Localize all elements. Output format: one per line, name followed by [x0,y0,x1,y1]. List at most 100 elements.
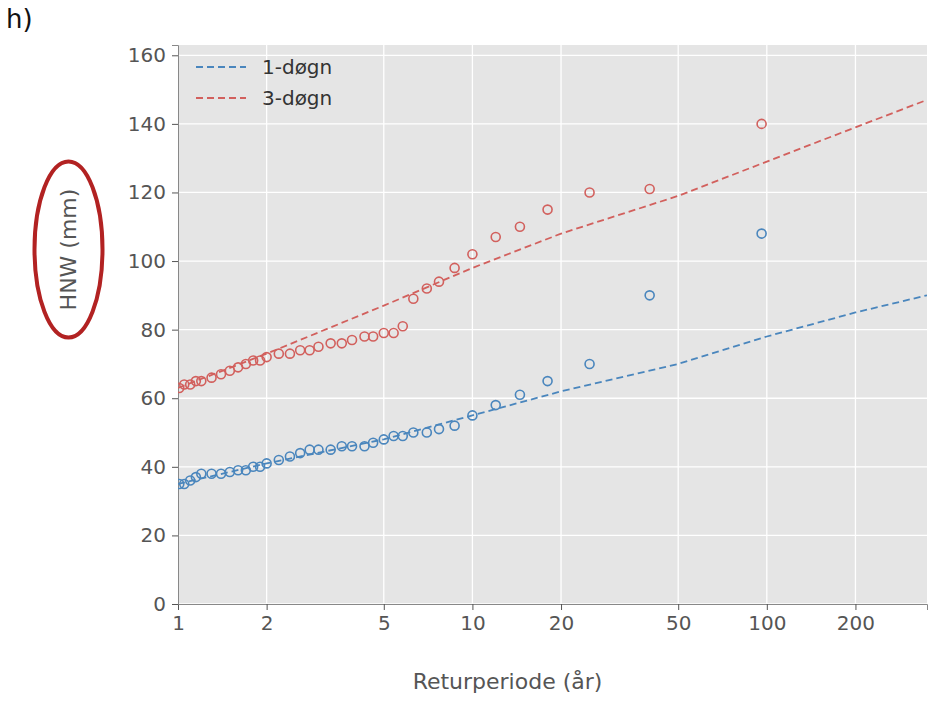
x-tick-label: 50 [666,611,691,635]
data-point [515,222,524,231]
y-tick-label: 20 [141,523,166,547]
grid-line-x [855,45,856,604]
x-tick: 200 [837,604,875,635]
y-tick: 20 [141,523,178,547]
x-tick-label: 200 [837,611,875,635]
data-point [450,263,459,272]
data-point [422,428,431,437]
y-tick-label: 60 [141,386,166,410]
data-point [207,469,216,478]
data-point [337,442,346,451]
data-point [369,438,378,447]
data-point [468,250,477,259]
x-tick-label: 100 [748,611,786,635]
highlight-ellipse [35,162,103,338]
y-tick: 120 [128,180,178,204]
grid-line-y [178,123,927,124]
data-point [207,373,216,382]
y-tick-label: 0 [153,592,166,616]
x-axis-title: Returperiode (år) [413,669,603,694]
data-point [360,332,369,341]
fit-line [178,100,927,388]
data-point [543,205,552,214]
data-point [450,421,459,430]
y-tick-mark [172,535,178,536]
legend: 1-døgn3-døgn [196,55,332,110]
x-tick-mark [767,604,768,610]
x-tick-label: 5 [378,611,391,635]
x-tick: 20 [549,604,574,635]
x-tick-mark [561,604,562,610]
x-tick: 50 [666,604,691,635]
y-axis: 020406080100120140160 [128,43,179,616]
y-tick: 40 [141,455,178,479]
x-tick: 2 [261,604,274,635]
legend-swatch [196,66,246,68]
legend-label: 3-døgn [262,86,332,110]
data-point [296,449,305,458]
data-point [468,411,477,420]
y-tick-mark [172,604,178,605]
data-point [360,442,369,451]
data-point [491,233,500,242]
grid-line-y [178,466,927,467]
data-point [422,284,431,293]
x-tick-label: 20 [549,611,574,635]
y-tick: 80 [141,318,178,342]
data-point [491,401,500,410]
data-point [585,188,594,197]
y-tick: 60 [141,386,178,410]
x-tick: 10 [460,604,485,635]
data-point [262,459,271,468]
data-point [585,359,594,368]
y-tick-mark [172,330,178,331]
y-tick-mark [172,398,178,399]
y-tick-label: 140 [128,112,166,136]
data-point [398,322,407,331]
grid-line-x [383,45,384,604]
data-point [326,339,335,348]
data-point [515,390,524,399]
x-tick-label: 2 [261,611,274,635]
x-tick-mark [384,604,385,610]
data-point [285,349,294,358]
x-tick-mark [267,604,268,610]
x-axis-line [179,605,928,611]
data-point [305,445,314,454]
y-tick-mark [172,261,178,262]
data-point [398,431,407,440]
data-point [305,346,314,355]
x-axis: 1 2 5 10 20 50 100 200 [172,604,927,635]
data-point [543,377,552,386]
grid-line-x [678,45,679,604]
y-tick-mark [172,192,178,193]
y-tick-label: 80 [141,318,166,342]
y-tick-mark [172,55,178,56]
data-point [337,339,346,348]
grid-line-y [178,398,927,399]
grid [178,45,927,604]
x-tick: 1 [172,604,185,635]
y-axis-line [172,46,179,605]
y-tick-label: 40 [141,455,166,479]
data-point [285,452,294,461]
data-point [314,445,323,454]
data-point [379,329,388,338]
data-point [434,277,443,286]
data-point [348,442,357,451]
y-tick: 100 [128,249,178,273]
data-point [197,377,206,386]
y-tick-label: 100 [128,249,166,273]
grid-line-x [560,45,561,604]
data-point [217,370,226,379]
grid-line-y [178,192,927,193]
data-point [645,185,654,194]
data-point [379,435,388,444]
data-point [348,335,357,344]
grid-line-x [766,45,767,604]
grid-line-y [178,329,927,330]
data-point [326,445,335,454]
fit-line [178,295,927,484]
y-tick: 0 [153,592,178,616]
legend-swatch [196,97,246,99]
